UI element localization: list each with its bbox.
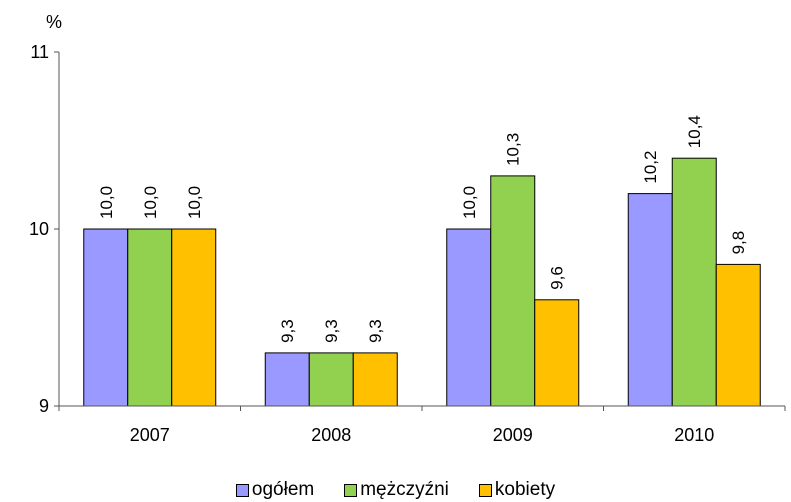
bar bbox=[627, 193, 673, 407]
data-label: 9,3 bbox=[278, 319, 297, 343]
bar bbox=[715, 263, 761, 407]
bar bbox=[352, 352, 398, 407]
bar bbox=[264, 352, 310, 407]
x-tick-label: 2009 bbox=[493, 425, 533, 445]
bar bbox=[490, 175, 536, 407]
x-tick-label: 2008 bbox=[311, 425, 351, 445]
data-label: 9,3 bbox=[322, 319, 341, 343]
legend-item-kobiety: kobiety bbox=[478, 479, 556, 501]
bar bbox=[446, 228, 492, 407]
data-label: 10,0 bbox=[141, 186, 160, 219]
y-tick-label: 11 bbox=[30, 42, 49, 62]
data-label: 9,6 bbox=[548, 266, 567, 290]
legend-swatch-kobiety bbox=[478, 483, 492, 497]
data-label: 10,2 bbox=[641, 151, 660, 184]
legend-label-mezczyzni: mężczyźni bbox=[360, 479, 449, 500]
bar bbox=[671, 157, 717, 407]
bar-chart: % 9 10 11 2007 2008 2009 2010 10,0 9,3 10,0 10,2… bbox=[29, 12, 786, 445]
data-label: 10,0 bbox=[460, 186, 479, 219]
legend-swatch-ogolem bbox=[235, 483, 249, 497]
data-label: 10,0 bbox=[185, 186, 204, 219]
data-label: 10,0 bbox=[97, 186, 116, 219]
bar bbox=[308, 352, 354, 407]
bar bbox=[534, 299, 580, 407]
legend-swatch-mezczyzni bbox=[344, 483, 358, 497]
legend-item-ogolem: ogółem bbox=[235, 479, 315, 501]
bar bbox=[127, 228, 173, 407]
data-label: 9,8 bbox=[729, 231, 748, 255]
bar bbox=[171, 228, 217, 407]
bar bbox=[83, 228, 129, 407]
legend-label-kobiety: kobiety bbox=[494, 479, 556, 500]
x-tick-label: 2010 bbox=[674, 425, 714, 445]
legend-item-mezczyzni: mężczyźni bbox=[344, 479, 449, 501]
data-label: 9,3 bbox=[366, 319, 385, 343]
data-label: 10,3 bbox=[504, 133, 523, 166]
chart-legend: ogółem mężczyźni kobiety bbox=[0, 478, 791, 502]
y-tick-label: 9 bbox=[39, 396, 49, 416]
y-axis-unit-label: % bbox=[46, 12, 62, 32]
x-tick-label: 2007 bbox=[130, 425, 170, 445]
data-label: 10,4 bbox=[685, 115, 704, 148]
y-tick-label: 10 bbox=[29, 219, 49, 239]
legend-label-ogolem: ogółem bbox=[251, 479, 315, 500]
